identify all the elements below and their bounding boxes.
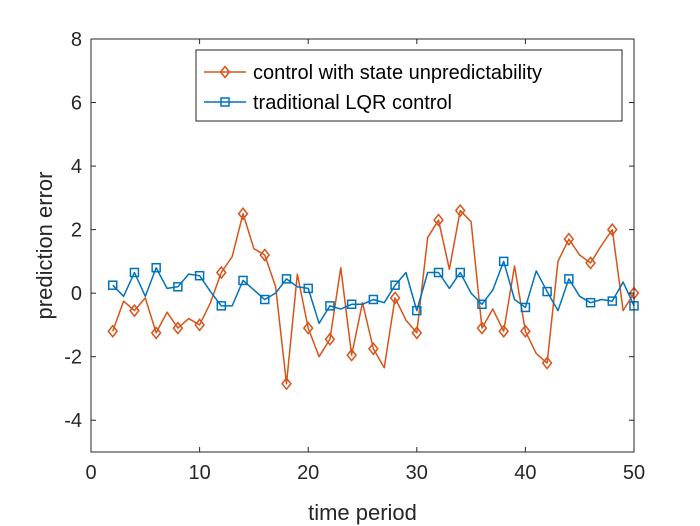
legend-entry: traditional LQR control [204, 92, 452, 114]
diamond-marker [215, 265, 227, 280]
square-marker [346, 299, 357, 310]
diamond-marker [302, 321, 314, 335]
square-marker [238, 275, 248, 286]
square-marker [220, 97, 230, 107]
diamond-marker [237, 207, 249, 221]
legend-entry: control with state unpredictability [204, 62, 542, 84]
axes-box [90, 38, 635, 453]
diamond-marker [219, 65, 231, 79]
square-marker [151, 262, 161, 273]
square-marker [281, 274, 292, 284]
y-tick-label: 2 [71, 220, 82, 242]
y-axis-label: prediction error [32, 172, 57, 320]
x-tick-label: 30 [406, 462, 428, 484]
diamond-marker [563, 232, 575, 246]
diamond-marker [541, 356, 553, 370]
diamond-marker [454, 203, 466, 218]
square-marker [564, 274, 574, 284]
square-marker [607, 296, 618, 306]
square-marker [303, 283, 313, 294]
diamond-marker [606, 222, 618, 237]
legend-label: traditional LQR control [253, 92, 452, 114]
square-marker [107, 280, 118, 290]
square-marker [455, 267, 465, 278]
series-line [112, 260, 635, 325]
y-tick-label: 6 [71, 93, 82, 115]
x-tick-label: 40 [514, 462, 536, 484]
square-marker [325, 301, 335, 311]
x-axis-label: time period [308, 500, 417, 525]
x-tick-label: 0 [85, 462, 96, 484]
legend-label: control with state unpredictability [253, 62, 542, 84]
diamond-marker [411, 326, 423, 340]
x-tick-label: 10 [188, 462, 210, 484]
square-marker [216, 301, 227, 311]
square-marker [173, 282, 183, 292]
diamond-marker [324, 332, 336, 346]
y-tick-label: 8 [71, 29, 82, 51]
diamond-marker [367, 342, 379, 356]
y-tick-label: 4 [71, 156, 82, 178]
series-1 [107, 203, 640, 391]
diamond-marker [498, 324, 510, 338]
square-marker [368, 294, 379, 305]
series-layer [107, 203, 640, 391]
x-tick-label: 20 [297, 462, 319, 484]
diamond-marker [129, 303, 140, 318]
diamond-marker [281, 376, 292, 391]
square-marker [194, 270, 205, 281]
square-marker [520, 302, 531, 313]
y-tick-label: -2 [64, 347, 82, 369]
diamond-marker [520, 324, 531, 338]
square-marker [260, 294, 270, 305]
diamond-marker [389, 291, 401, 305]
square-marker [390, 280, 400, 290]
legend-box [195, 49, 623, 122]
square-marker [433, 267, 444, 278]
series-line [112, 209, 635, 385]
ticks-layer: 0 10 20 30 40 50 -4 -2 0 2 4 6 8 [64, 29, 645, 484]
square-marker [412, 305, 422, 316]
series-2 [107, 256, 639, 325]
x-tick-label: 50 [623, 462, 645, 484]
legend: control with state unpredictability tradi… [195, 49, 623, 122]
square-marker [129, 267, 140, 278]
square-marker [542, 286, 552, 297]
diamond-marker [585, 256, 596, 270]
diamond-marker [433, 213, 444, 227]
square-marker [585, 297, 596, 308]
square-marker [498, 256, 509, 267]
y-tick-label: 0 [71, 283, 82, 305]
diamond-marker [346, 348, 358, 362]
diamond-marker [150, 326, 162, 340]
square-marker [477, 299, 487, 310]
diamond-marker [107, 324, 119, 338]
y-tick-label: -4 [64, 410, 82, 432]
diamond-marker [259, 248, 271, 262]
diamond-marker [194, 318, 205, 332]
diamond-marker [476, 321, 488, 335]
diamond-marker [172, 321, 184, 335]
